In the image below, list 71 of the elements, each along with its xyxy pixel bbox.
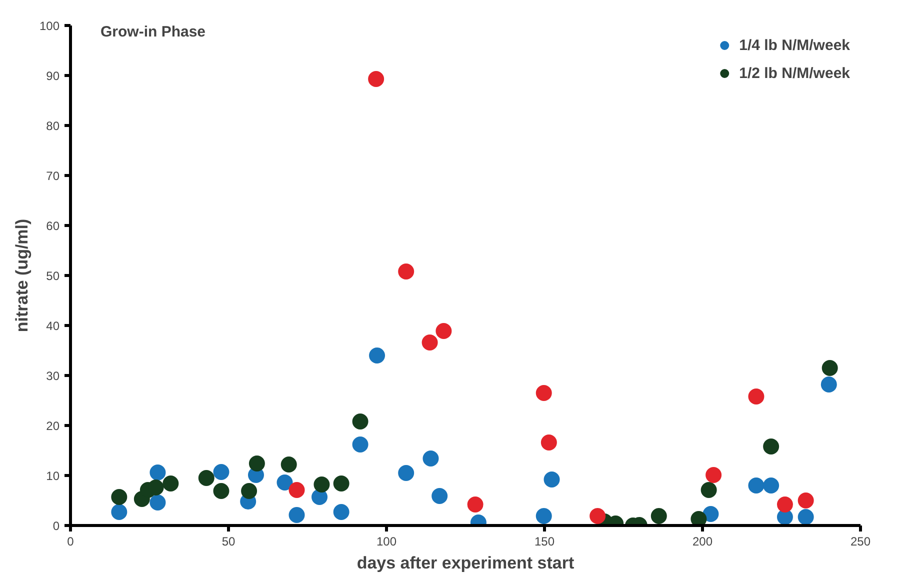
- y-tick-label: 40: [46, 319, 60, 333]
- x-tick-label: 250: [850, 534, 871, 548]
- point: [150, 494, 166, 510]
- point: [150, 464, 166, 480]
- point: [706, 467, 722, 483]
- y-tick-label: 80: [46, 119, 60, 133]
- point: [288, 482, 305, 498]
- point: [111, 504, 128, 520]
- x-tick-label: 100: [376, 534, 397, 548]
- x-tick-label: 50: [222, 534, 236, 548]
- point: [798, 509, 814, 525]
- point: [540, 434, 557, 450]
- point: [314, 476, 330, 492]
- y-tick-label: 70: [46, 169, 60, 183]
- point: [162, 476, 179, 492]
- point: [148, 480, 164, 496]
- point: [352, 436, 368, 452]
- point: [213, 464, 230, 480]
- point: [822, 360, 838, 376]
- point: [432, 488, 448, 504]
- point: [544, 472, 560, 488]
- x-tick-label: 150: [534, 534, 555, 548]
- y-tick-label: 20: [46, 419, 60, 433]
- x-axis-title: days after experiment start: [356, 554, 574, 572]
- x-tick-label: 0: [67, 534, 74, 548]
- point: [312, 489, 328, 505]
- y-tick-label: 60: [46, 219, 60, 233]
- legend-label: 1/2 lb N/M/week: [739, 64, 850, 82]
- point: [536, 508, 552, 524]
- point: [748, 388, 764, 404]
- y-tick-label: 30: [46, 369, 60, 383]
- point: [288, 507, 305, 523]
- point: [536, 385, 552, 401]
- point: [241, 483, 258, 499]
- point: [763, 438, 780, 454]
- point: [820, 376, 837, 392]
- point: [650, 508, 667, 524]
- point: [776, 496, 793, 512]
- y-tick-label: 50: [46, 269, 60, 283]
- point: [333, 476, 350, 492]
- y-tick-label: 10: [46, 469, 60, 483]
- point: [352, 414, 368, 430]
- point: [690, 511, 707, 526]
- y-axis-title: nitrate (ug/ml): [12, 218, 32, 332]
- y-tick-label: 0: [52, 519, 60, 533]
- point: [798, 492, 814, 508]
- point: [198, 470, 214, 486]
- point: [280, 456, 297, 472]
- point: [111, 489, 128, 505]
- point: [398, 465, 414, 481]
- legend-label: 1/4 lb N/M/week: [739, 36, 850, 54]
- point: [369, 348, 386, 364]
- point: [333, 504, 350, 520]
- point: [422, 450, 439, 466]
- point: [213, 483, 230, 499]
- point: [276, 474, 293, 490]
- x-tick-label: 200: [692, 534, 713, 548]
- point: [590, 508, 606, 524]
- point: [436, 323, 452, 339]
- point: [702, 506, 719, 522]
- point: [467, 496, 484, 512]
- y-tick-label: 100: [39, 19, 60, 33]
- chart-title: Grow-in Phase: [100, 24, 206, 40]
- point: [748, 478, 764, 494]
- y-tick-label: 90: [46, 69, 60, 83]
- point: [700, 482, 717, 498]
- point: [422, 334, 438, 350]
- point: [398, 264, 414, 280]
- point: [368, 71, 384, 87]
- point: [248, 456, 265, 472]
- point: [763, 478, 780, 494]
